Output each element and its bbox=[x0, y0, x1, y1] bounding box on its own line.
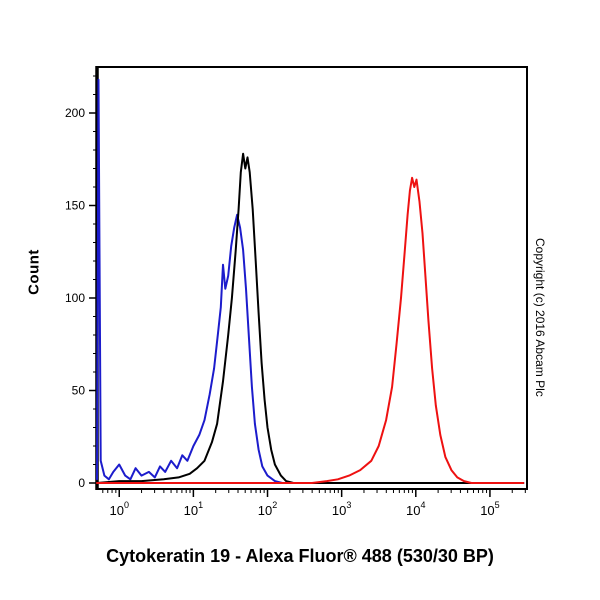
plot-border bbox=[96, 66, 528, 490]
y-tick-label: 50 bbox=[72, 384, 86, 398]
series-blue-curve bbox=[96, 78, 525, 484]
y-axis-label: Count bbox=[25, 249, 43, 295]
x-axis-title: Cytokeratin 19 - Alexa Fluor® 488 (530/3… bbox=[106, 546, 494, 566]
x-tick-label: 105 bbox=[480, 500, 499, 518]
x-tick-label: 100 bbox=[109, 500, 128, 518]
y-axis: 0 50 100 150 200 bbox=[65, 75, 97, 490]
x-axis: 100 101 102 103 104 105 bbox=[102, 489, 526, 518]
x-tick-label: 104 bbox=[406, 500, 425, 518]
x-tick-label: 101 bbox=[184, 500, 203, 518]
x-tick-label: 102 bbox=[258, 500, 277, 518]
y-tick-label: 200 bbox=[65, 106, 85, 120]
copyright-text: Copyright (c) 2016 Abcam Plc bbox=[533, 238, 547, 397]
y-tick-label: 100 bbox=[65, 291, 85, 305]
x-tick-label: 103 bbox=[332, 500, 351, 518]
y-tick-label: 0 bbox=[78, 476, 85, 490]
series-black-curve bbox=[96, 152, 525, 484]
y-tick-label: 150 bbox=[65, 199, 85, 213]
series-red-curve bbox=[96, 176, 525, 484]
